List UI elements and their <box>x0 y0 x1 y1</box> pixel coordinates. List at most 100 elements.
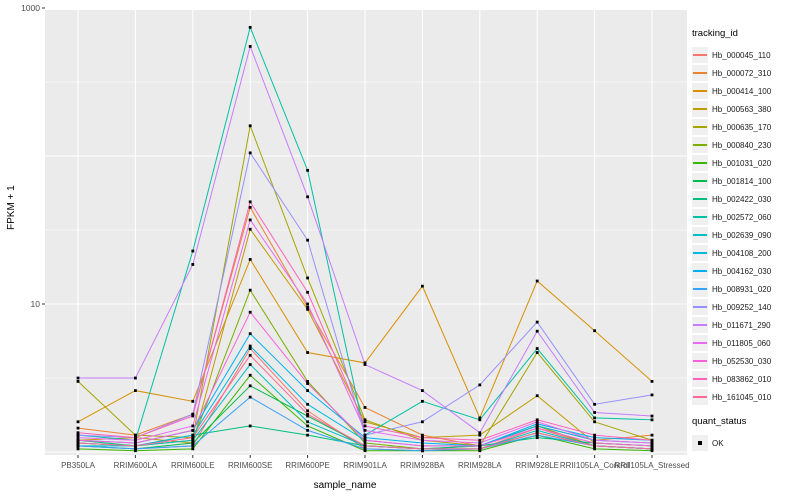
data-point <box>248 310 252 314</box>
legend-item-Hb_004108_200: Hb_004108_200 <box>692 244 798 262</box>
data-point <box>134 376 137 380</box>
legend-item-label: Hb_011671_290 <box>712 320 771 330</box>
legend-color-line-icon <box>693 198 707 200</box>
data-point <box>478 447 482 451</box>
data-point <box>134 436 137 440</box>
data-point <box>421 444 424 448</box>
data-point <box>535 422 539 426</box>
data-point <box>535 431 539 435</box>
legend-color-line-icon <box>693 162 707 164</box>
legend-item-label: Hb_052530_030 <box>712 356 772 366</box>
legend-color-line-icon <box>693 144 707 146</box>
x-tick-label: RRIM901LA <box>343 461 387 470</box>
data-point <box>421 420 424 424</box>
data-point <box>650 433 654 437</box>
data-point <box>306 389 309 392</box>
data-point <box>363 424 367 428</box>
quant-status-label: OK <box>712 438 724 448</box>
data-point <box>306 420 309 424</box>
x-tick-label: RRIM928BA <box>400 461 445 470</box>
x-tick-label: RRIM600PE <box>285 461 329 470</box>
legend-color-line-icon <box>693 288 707 290</box>
data-point <box>421 399 424 403</box>
x-axis-title: sample_name <box>313 480 377 491</box>
data-point <box>306 414 309 418</box>
data-point <box>248 344 252 348</box>
legend-key <box>692 263 708 279</box>
legend-color-line-icon <box>693 180 707 182</box>
data-point <box>306 351 309 354</box>
legend-color-line-icon <box>693 360 707 362</box>
data-point <box>593 402 596 406</box>
data-point <box>421 449 424 453</box>
data-point <box>306 168 309 172</box>
data-point <box>363 438 367 442</box>
data-point <box>650 418 654 422</box>
legend-item-Hb_001031_020: Hb_001031_020 <box>692 154 798 172</box>
legend-item-label: Hb_002639_090 <box>712 230 772 240</box>
data-point <box>134 449 137 453</box>
data-point <box>248 45 252 48</box>
legend-key <box>692 389 708 405</box>
data-point <box>478 383 482 387</box>
y-tick-label: 1000 <box>21 3 40 13</box>
data-point <box>248 373 252 377</box>
legend-item-Hb_083862_010: Hb_083862_010 <box>692 370 798 388</box>
data-point <box>134 444 137 448</box>
point-square-icon <box>698 441 702 445</box>
plot-panel <box>45 10 687 455</box>
data-point <box>306 428 309 432</box>
legend-item-label: Hb_001031_020 <box>712 158 772 168</box>
data-point <box>478 449 482 453</box>
data-point <box>421 436 424 440</box>
legend-item-label: Hb_008931_020 <box>712 284 772 294</box>
data-point <box>306 305 309 309</box>
data-point <box>76 420 80 424</box>
data-point <box>76 444 80 448</box>
data-point <box>306 379 309 383</box>
legend-key <box>692 65 708 81</box>
data-point <box>363 418 367 422</box>
data-point <box>76 438 80 442</box>
legend-key <box>692 227 708 243</box>
data-point <box>363 441 367 445</box>
legend-item-Hb_002639_090: Hb_002639_090 <box>692 226 798 244</box>
data-point <box>593 329 596 333</box>
data-point <box>306 402 309 406</box>
data-point <box>306 409 309 413</box>
data-point <box>593 411 596 414</box>
data-point <box>134 441 137 445</box>
legend-color-line-icon <box>693 126 707 128</box>
x-tick-label: PB350LA <box>61 461 95 470</box>
data-point <box>593 416 596 420</box>
data-point <box>191 249 195 253</box>
data-point <box>248 124 252 128</box>
legend-key <box>692 119 708 135</box>
data-point <box>478 431 482 435</box>
legend-item-label: Hb_083862_010 <box>712 374 772 384</box>
data-point <box>306 238 309 242</box>
legend-color-line-icon <box>693 378 707 380</box>
data-point <box>191 263 195 266</box>
data-point <box>421 441 424 445</box>
data-point <box>248 25 252 29</box>
legend-item-Hb_000635_170: Hb_000635_170 <box>692 118 798 136</box>
legend-item-Hb_000045_110: Hb_000045_110 <box>692 46 798 64</box>
legend-item-Hb_000563_380: Hb_000563_380 <box>692 100 798 118</box>
data-point <box>248 151 252 155</box>
data-point <box>134 389 137 392</box>
legend-key <box>692 335 708 351</box>
data-point <box>363 449 367 453</box>
legend-item-Hb_008931_020: Hb_008931_020 <box>692 280 798 298</box>
data-point <box>650 438 654 442</box>
legend-key <box>692 299 708 315</box>
data-point <box>593 447 596 451</box>
legend-color-line-icon <box>693 54 707 56</box>
data-point <box>478 441 482 445</box>
legend-color-line-icon <box>693 342 707 344</box>
data-point <box>421 438 424 442</box>
legend-color-line-icon <box>693 396 707 398</box>
x-tick-label: RRIM928LE <box>515 461 559 470</box>
data-point <box>421 389 424 392</box>
